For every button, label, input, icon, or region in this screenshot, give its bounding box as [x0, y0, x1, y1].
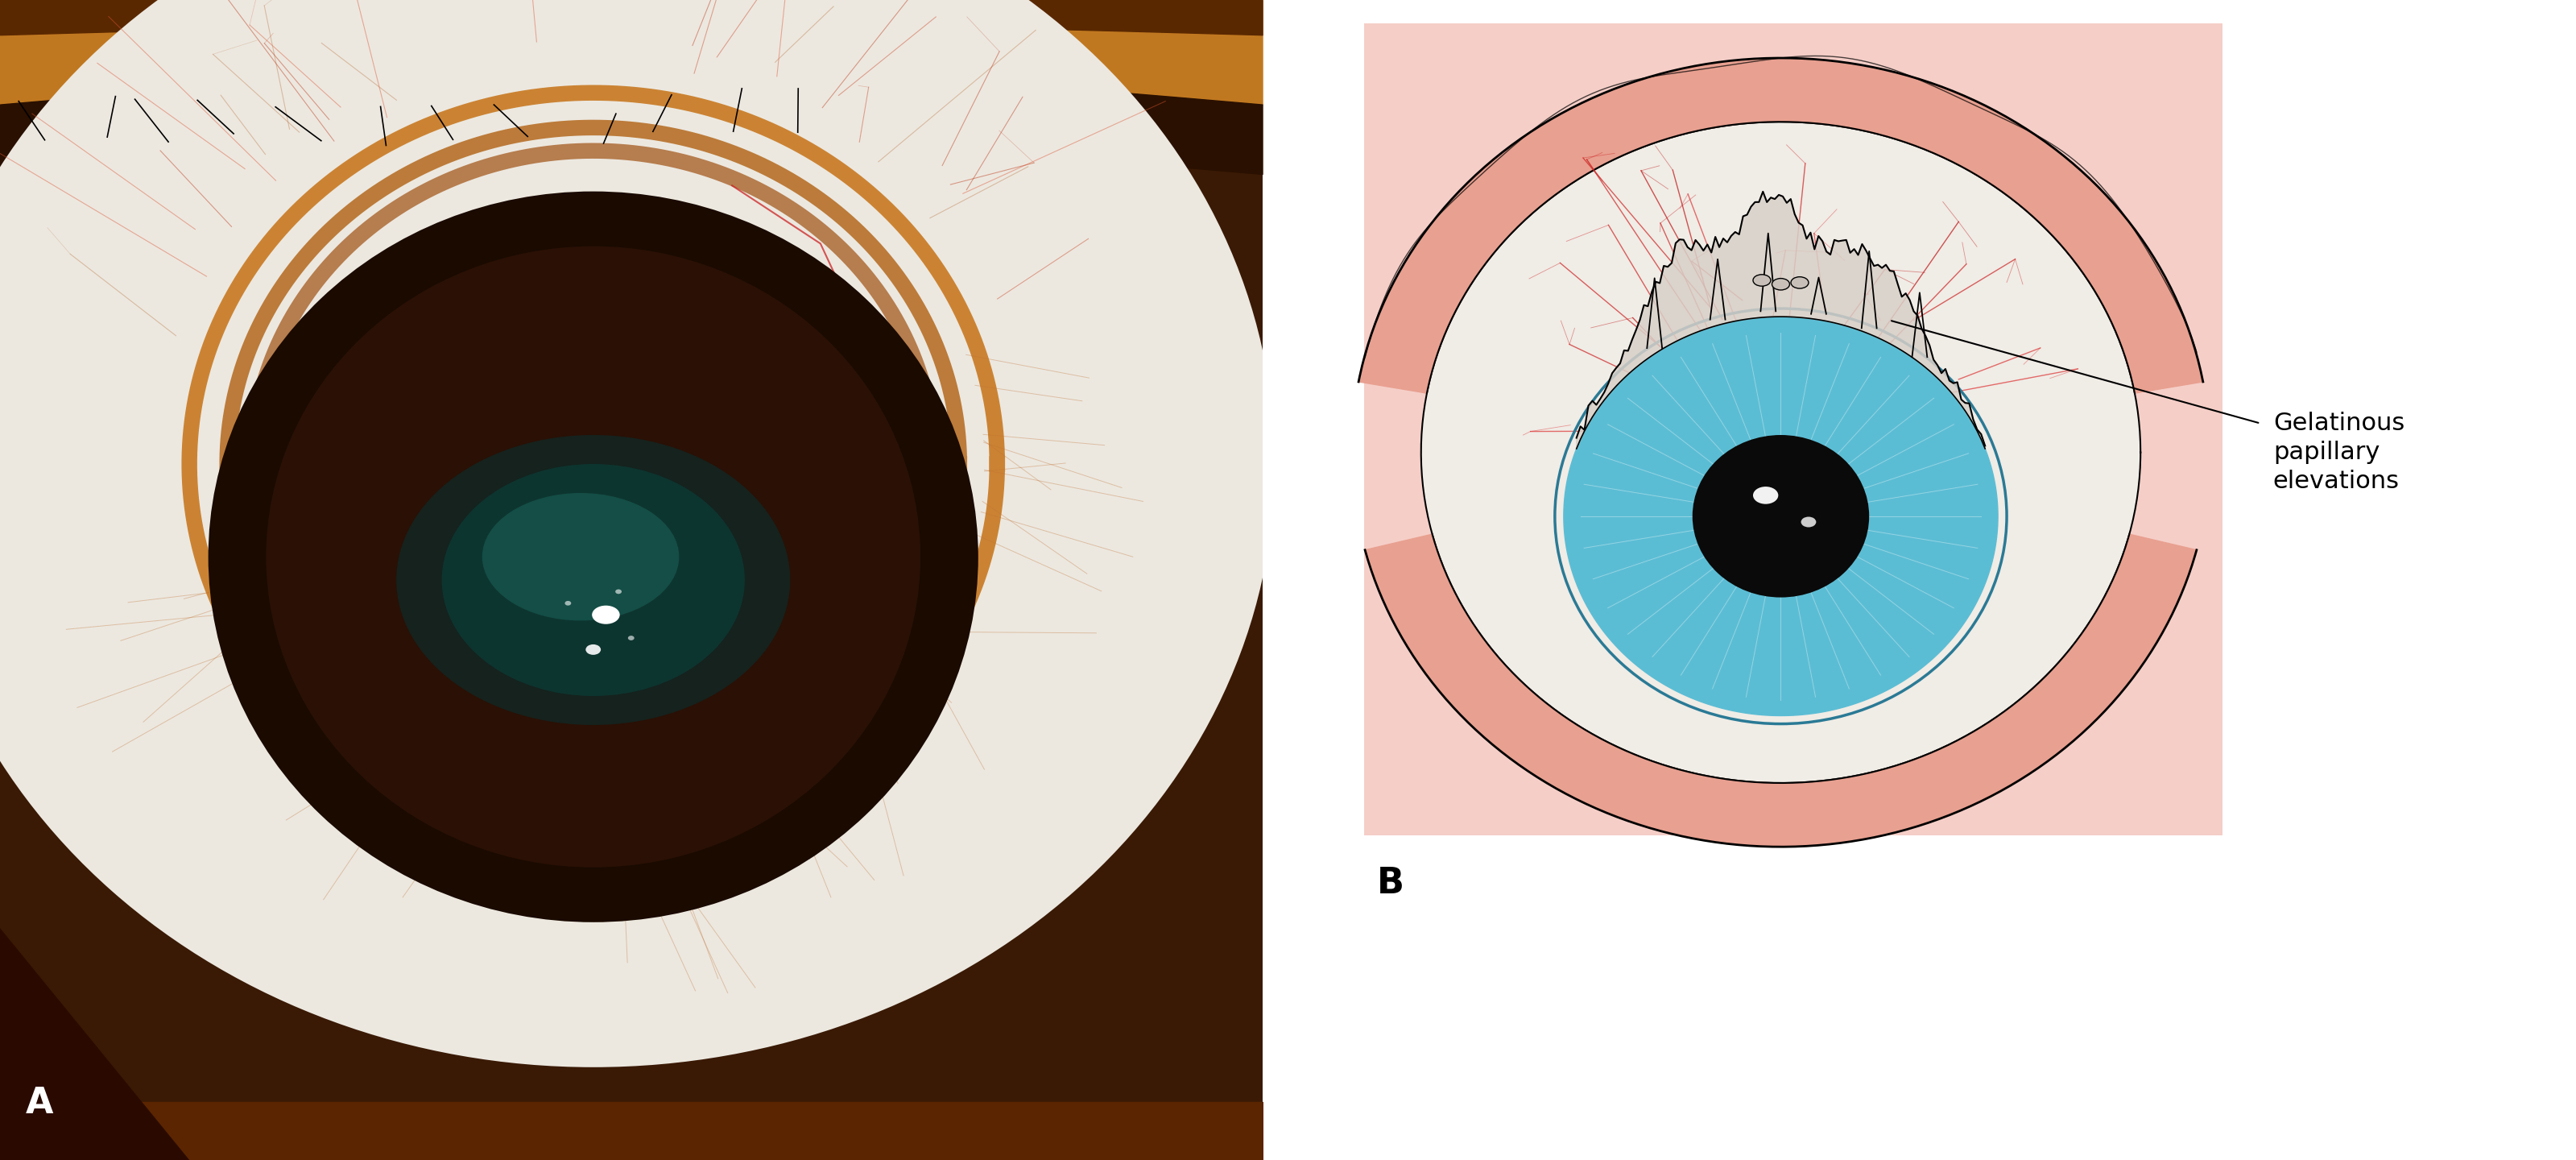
- Ellipse shape: [265, 246, 920, 868]
- Polygon shape: [1365, 535, 2197, 847]
- Text: B: B: [1376, 865, 1404, 900]
- Ellipse shape: [629, 636, 634, 640]
- Ellipse shape: [1790, 277, 1808, 289]
- Ellipse shape: [1801, 516, 1816, 527]
- Ellipse shape: [1754, 275, 1770, 287]
- Polygon shape: [1577, 191, 1986, 449]
- Polygon shape: [1564, 317, 1999, 716]
- Text: A: A: [26, 1086, 54, 1121]
- Text: Gelatinous
papillary
elevations: Gelatinous papillary elevations: [2272, 412, 2403, 493]
- Ellipse shape: [0, 0, 1275, 1067]
- Ellipse shape: [564, 601, 572, 606]
- Ellipse shape: [1692, 435, 1870, 597]
- Ellipse shape: [443, 464, 744, 696]
- Ellipse shape: [585, 644, 600, 654]
- Polygon shape: [1358, 58, 2202, 393]
- Ellipse shape: [616, 589, 621, 594]
- Polygon shape: [0, 928, 191, 1160]
- Polygon shape: [0, 0, 1262, 1160]
- Ellipse shape: [209, 191, 979, 922]
- Ellipse shape: [1754, 486, 1777, 503]
- Polygon shape: [1365, 23, 2223, 835]
- Polygon shape: [1422, 122, 2141, 783]
- Ellipse shape: [1772, 278, 1790, 290]
- Ellipse shape: [397, 435, 791, 725]
- Ellipse shape: [592, 606, 621, 624]
- Ellipse shape: [482, 493, 680, 621]
